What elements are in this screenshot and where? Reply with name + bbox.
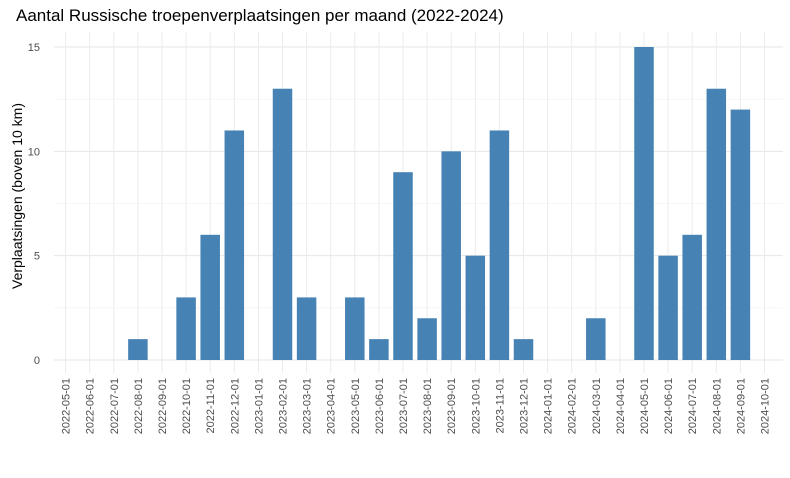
bar bbox=[296, 297, 317, 360]
bar bbox=[417, 318, 437, 360]
x-tick-label: 2023-10-01 bbox=[470, 378, 482, 434]
bar bbox=[393, 172, 413, 360]
x-tick-label: 2023-09-01 bbox=[446, 378, 458, 434]
x-tick-label: 2023-01-01 bbox=[253, 378, 265, 434]
bar bbox=[128, 339, 148, 360]
x-tick-label: 2022-11-01 bbox=[205, 378, 217, 433]
y-axis-label: Verplaatsingen (boven 10 km) bbox=[9, 103, 25, 289]
x-tick-label: 2024-06-01 bbox=[663, 378, 675, 434]
x-tick-label: 2024-01-01 bbox=[543, 378, 555, 434]
x-tick-label: 2023-07-01 bbox=[398, 378, 410, 434]
x-tick-label: 2024-08-01 bbox=[711, 378, 723, 434]
bar bbox=[465, 255, 486, 360]
bar bbox=[586, 318, 606, 360]
x-tick-label: 2024-05-01 bbox=[639, 378, 651, 434]
x-tick-label: 2022-12-01 bbox=[229, 378, 241, 434]
bar bbox=[224, 130, 245, 360]
y-tick-label: 15 bbox=[28, 42, 40, 54]
x-tick-label: 2024-07-01 bbox=[687, 378, 699, 434]
bar bbox=[176, 297, 196, 360]
y-tick-label: 10 bbox=[28, 146, 40, 158]
bar bbox=[489, 130, 510, 360]
x-tick-label: 2024-10-01 bbox=[760, 378, 772, 434]
bar bbox=[441, 151, 461, 360]
x-tick-label: 2023-06-01 bbox=[374, 378, 386, 434]
x-tick-label: 2024-02-01 bbox=[567, 378, 579, 434]
y-tick-label: 0 bbox=[34, 355, 40, 367]
x-tick-label: 2022-06-01 bbox=[85, 378, 97, 434]
bar bbox=[634, 47, 654, 360]
x-tick-label: 2024-03-01 bbox=[591, 378, 603, 434]
x-tick-label: 2022-07-01 bbox=[109, 378, 121, 434]
x-tick-label: 2023-11-01 bbox=[494, 378, 506, 433]
bar bbox=[200, 234, 220, 360]
x-tick-label: 2024-09-01 bbox=[735, 378, 747, 434]
chart-title: Aantal Russische troepenverplaatsingen p… bbox=[16, 6, 504, 25]
x-tick-label: 2023-12-01 bbox=[519, 378, 531, 434]
x-tick-label: 2023-03-01 bbox=[302, 378, 314, 434]
bar bbox=[345, 297, 365, 360]
x-tick-label: 2023-04-01 bbox=[326, 378, 338, 434]
x-tick-label: 2022-05-01 bbox=[61, 378, 73, 434]
x-tick-label: 2023-08-01 bbox=[422, 378, 434, 434]
x-tick-label: 2022-09-01 bbox=[157, 378, 169, 434]
bar bbox=[730, 109, 751, 360]
y-tick-label: 5 bbox=[34, 251, 40, 263]
bar bbox=[682, 234, 702, 360]
x-tick-label: 2023-02-01 bbox=[278, 378, 290, 434]
bar bbox=[272, 88, 293, 360]
bar bbox=[706, 88, 727, 360]
x-tick-label: 2024-04-01 bbox=[615, 378, 627, 434]
bar bbox=[658, 255, 678, 360]
bar bbox=[369, 339, 389, 360]
x-tick-label: 2022-08-01 bbox=[133, 378, 145, 434]
bar bbox=[513, 339, 534, 360]
x-tick-label: 2023-05-01 bbox=[350, 378, 362, 434]
x-tick-label: 2022-10-01 bbox=[181, 378, 193, 434]
